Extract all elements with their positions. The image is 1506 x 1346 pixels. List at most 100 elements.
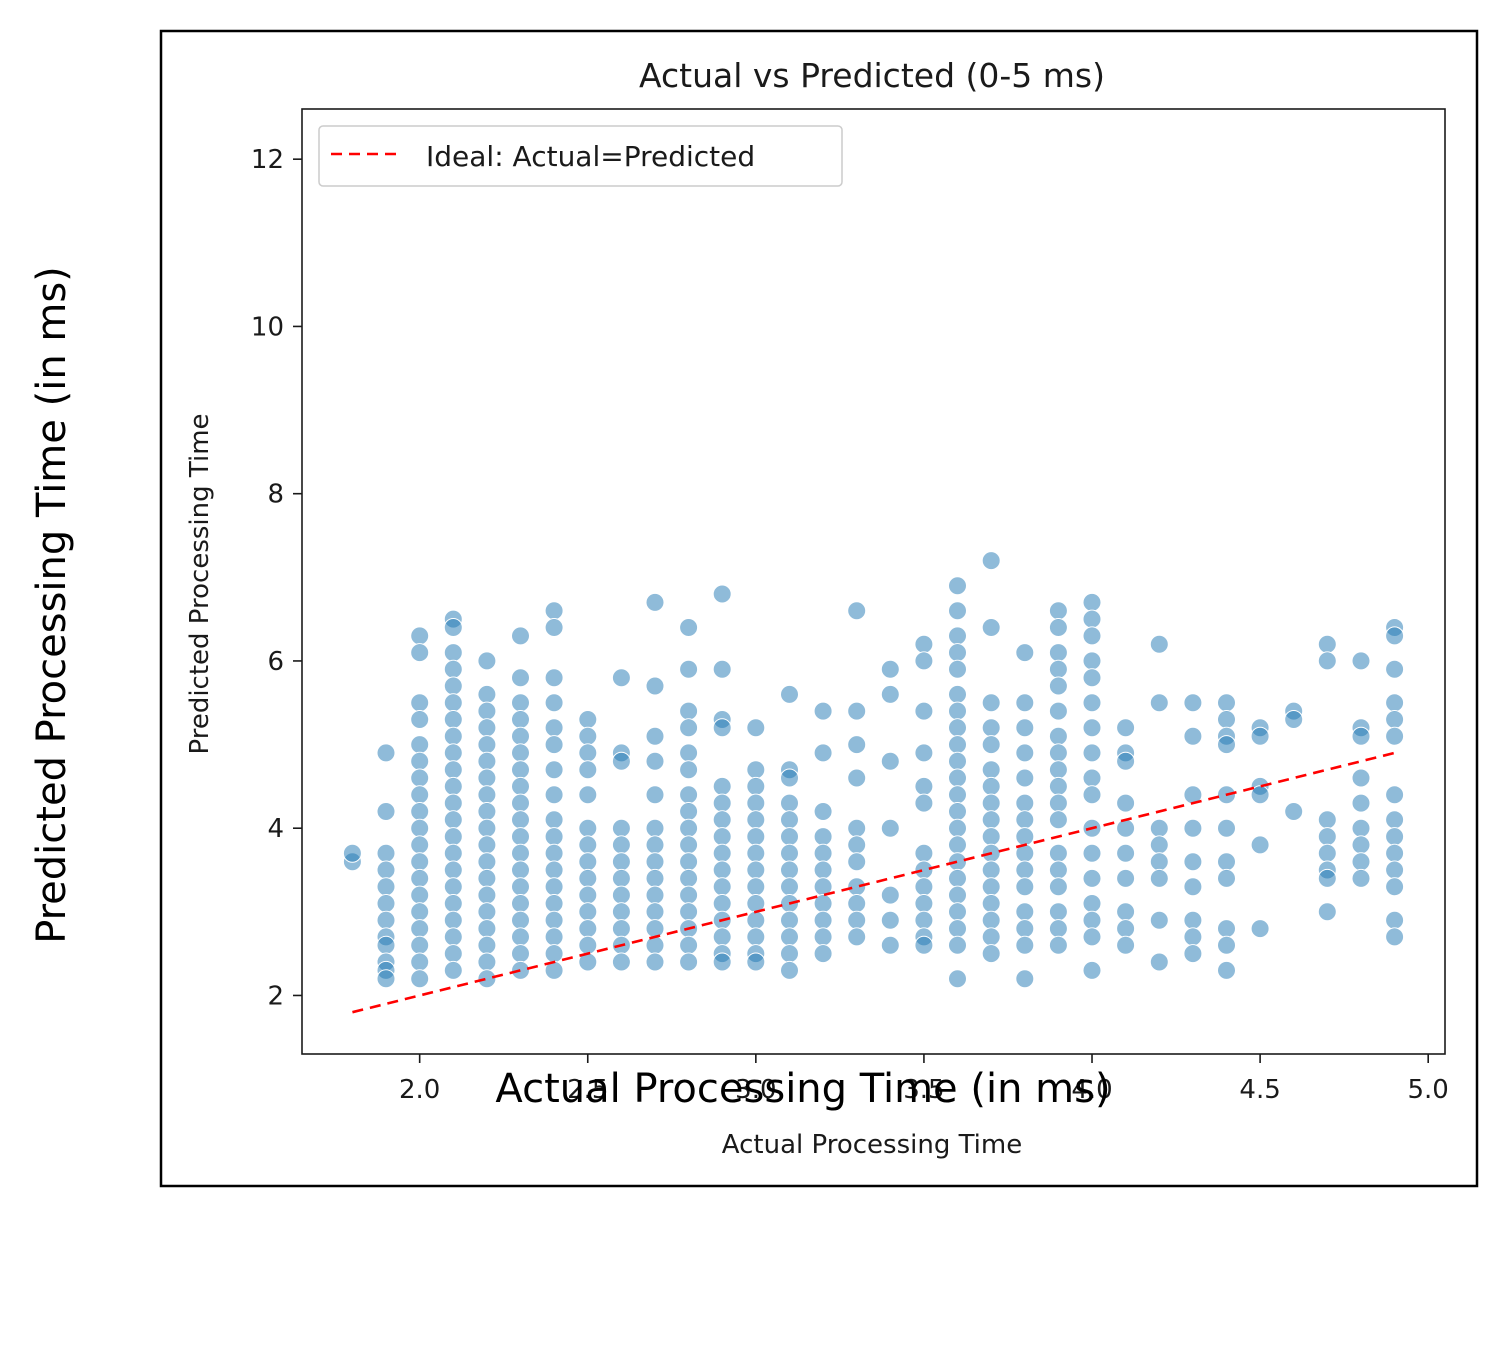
scatter-point bbox=[578, 852, 598, 872]
scatter-point bbox=[679, 743, 699, 763]
scatter-point bbox=[712, 843, 732, 863]
scatter-point bbox=[1149, 835, 1169, 855]
scatter-point bbox=[981, 793, 1001, 813]
scatter-point bbox=[443, 960, 463, 980]
scatter-point bbox=[746, 776, 766, 796]
scatter-point bbox=[679, 852, 699, 872]
scatter-point bbox=[914, 743, 934, 763]
scatter-point bbox=[1217, 960, 1236, 980]
scatter-point bbox=[1217, 935, 1236, 955]
scatter-point bbox=[544, 668, 564, 688]
scatter-point bbox=[948, 835, 967, 855]
scatter-point bbox=[981, 877, 1001, 897]
scatter-point bbox=[1048, 676, 1068, 696]
scatter-point bbox=[511, 894, 530, 913]
scatter-point bbox=[981, 776, 1001, 796]
scatter-point bbox=[914, 701, 934, 721]
scatter-point bbox=[1048, 902, 1068, 922]
scatter-point bbox=[645, 868, 665, 888]
scatter-point bbox=[410, 818, 430, 838]
scatter-point bbox=[746, 760, 766, 780]
scatter-point bbox=[410, 902, 430, 922]
scatter-point bbox=[477, 868, 497, 888]
scatter-point bbox=[443, 776, 463, 796]
scatter-point bbox=[1082, 626, 1102, 646]
x-tick-label: 4.0 bbox=[1071, 1075, 1112, 1105]
scatter-point bbox=[880, 751, 900, 771]
scatter-point bbox=[645, 835, 665, 855]
scatter-point bbox=[1317, 634, 1337, 654]
scatter-point bbox=[712, 584, 732, 604]
scatter-point bbox=[981, 910, 1001, 930]
scatter-point bbox=[511, 776, 530, 796]
scatter-point bbox=[443, 877, 463, 897]
scatter-point bbox=[443, 659, 463, 679]
scatter-point bbox=[477, 802, 497, 821]
scatter-point bbox=[847, 601, 867, 621]
scatter-point bbox=[443, 927, 463, 947]
scatter-point bbox=[511, 810, 530, 830]
scatter-point bbox=[847, 835, 867, 855]
scatter-point bbox=[746, 793, 766, 813]
scatter-point bbox=[1250, 835, 1270, 855]
scatter-point bbox=[544, 718, 564, 738]
scatter-point bbox=[712, 793, 732, 813]
x-tick-label: 3.0 bbox=[735, 1075, 776, 1105]
scatter-point bbox=[611, 952, 631, 972]
y-axis-label: Predicted Processing Time bbox=[185, 413, 215, 754]
scatter-point bbox=[948, 701, 967, 721]
scatter-point bbox=[1015, 919, 1035, 939]
scatter-point bbox=[1385, 810, 1405, 830]
scatter-point bbox=[712, 810, 732, 830]
scatter-point bbox=[477, 835, 497, 855]
scatter-point bbox=[679, 785, 699, 805]
scatter-point bbox=[477, 852, 497, 872]
scatter-point bbox=[443, 843, 463, 863]
scatter-point bbox=[511, 927, 530, 947]
scatter-point bbox=[981, 735, 1001, 755]
scatter-point bbox=[847, 818, 867, 838]
scatter-point bbox=[1015, 935, 1035, 955]
scatter-point bbox=[578, 885, 598, 905]
scatter-point bbox=[1015, 860, 1035, 880]
scatter-point bbox=[780, 910, 799, 930]
scatter-point bbox=[914, 877, 934, 897]
scatter-point bbox=[511, 693, 530, 713]
scatter-point bbox=[1082, 592, 1102, 612]
scatter-point bbox=[410, 952, 430, 972]
outer-x-label: Actual Processing Time (in ms) bbox=[495, 1066, 1111, 1112]
scatter-point bbox=[847, 852, 867, 872]
scatter-point bbox=[1183, 693, 1203, 713]
scatter-point bbox=[780, 827, 799, 847]
scatter-point bbox=[948, 601, 967, 621]
scatter-point bbox=[1385, 910, 1405, 930]
scatter-point bbox=[544, 860, 564, 880]
scatter-point bbox=[679, 618, 699, 637]
scatter-point bbox=[914, 776, 934, 796]
scatter-point bbox=[477, 919, 497, 939]
scatter-point bbox=[645, 952, 665, 972]
scatter-point bbox=[1217, 868, 1236, 888]
scatter-point bbox=[611, 868, 631, 888]
scatter-point bbox=[1116, 902, 1136, 922]
scatter-point bbox=[981, 827, 1001, 847]
scatter-point bbox=[1082, 651, 1102, 671]
scatter-point bbox=[410, 643, 430, 663]
scatter-point bbox=[813, 843, 833, 863]
scatter-point bbox=[1048, 701, 1068, 721]
scatter-point bbox=[1048, 810, 1068, 830]
scatter-point bbox=[645, 592, 665, 612]
scatter-point bbox=[948, 659, 967, 679]
scatter-point bbox=[880, 910, 900, 930]
scatter-point bbox=[1317, 810, 1337, 830]
scatter-point bbox=[511, 710, 530, 729]
scatter-point bbox=[813, 802, 833, 821]
scatter-point bbox=[443, 894, 463, 913]
scatter-point bbox=[578, 919, 598, 939]
scatter-point bbox=[511, 860, 530, 880]
scatter-point bbox=[780, 927, 799, 947]
scatter-point bbox=[780, 810, 799, 830]
scatter-point bbox=[880, 659, 900, 679]
scatter-point bbox=[746, 927, 766, 947]
scatter-point bbox=[1048, 935, 1068, 955]
